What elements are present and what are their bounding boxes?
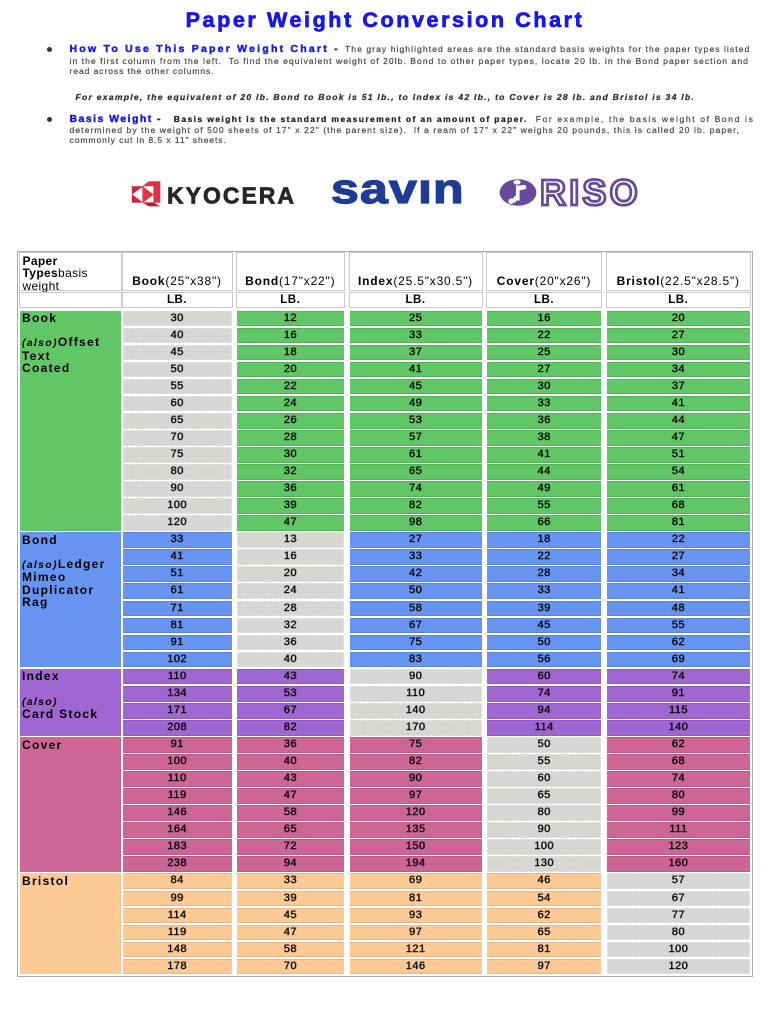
svg-text:RISO: RISO (540, 178, 641, 210)
svg-text:KYOCERA: KYOCERA (167, 183, 296, 209)
